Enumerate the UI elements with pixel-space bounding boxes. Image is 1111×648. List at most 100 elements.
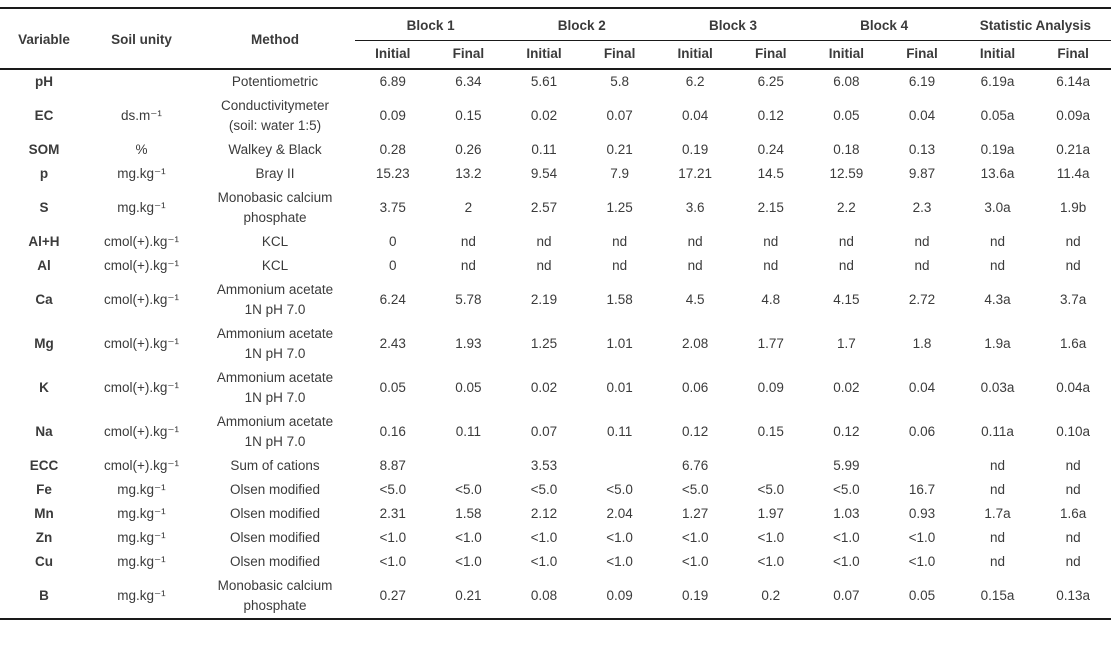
block1-initial-cell: <5.0: [379, 482, 407, 497]
block1-initial-cell: 0.09: [379, 108, 406, 123]
block1-initial-cell: 0.27: [379, 588, 406, 603]
statistic-initial-cell: 6.19a: [980, 74, 1015, 89]
block2-final-cell: 1.58: [606, 292, 633, 307]
statistic-initial-cell: nd: [990, 258, 1006, 273]
statistic-initial-cell: 0.11a: [981, 424, 1014, 439]
soil-unity-cell: cmol(+).kg⁻¹: [103, 424, 179, 439]
subheader-statistic-final: Final: [1035, 40, 1111, 70]
table-row: Zn mg.kg⁻¹ Olsen modified <1.0 <1.0 <1.0…: [0, 526, 1111, 550]
soil-unity-cell: cmol(+).kg⁻¹: [103, 336, 179, 351]
statistic-final-cell: 0.13a: [1056, 588, 1091, 603]
block4-final-cell: <1.0: [908, 554, 936, 569]
block2-final-cell: 1.01: [606, 336, 633, 351]
block1-final-cell: 1.93: [455, 336, 482, 351]
table-row: Mg cmol(+).kg⁻¹ Ammonium acetate 1N pH 7…: [0, 322, 1111, 366]
block3-final-cell: 1.97: [757, 506, 784, 521]
block2-final-cell: <1.0: [606, 554, 633, 569]
soil-unity-cell: mg.kg⁻¹: [117, 588, 166, 603]
block2-final-cell: 0.21: [606, 142, 633, 157]
block1-initial-cell: 0: [389, 258, 397, 273]
block4-final-cell: 0.06: [908, 424, 936, 439]
statistic-final-cell: 0.09a: [1056, 108, 1091, 123]
block4-initial-cell: 5.99: [833, 458, 860, 473]
statistic-initial-cell: 0.03a: [980, 380, 1015, 395]
method-cell: Olsen modified: [229, 554, 321, 569]
block3-initial-cell: 2.08: [682, 336, 709, 351]
block4-initial-cell: nd: [838, 258, 854, 273]
table-row: ECC cmol(+).kg⁻¹ Sum of cations 8.87 3.5…: [0, 454, 1111, 478]
table-row: EC ds.m⁻¹ Conductivitymeter (soil: water…: [0, 94, 1111, 138]
block4-final-cell: 0.04: [908, 380, 936, 395]
statistic-final-cell: nd: [1065, 554, 1081, 569]
variable-cell: K: [39, 380, 49, 395]
block1-final-cell: 0.26: [455, 142, 482, 157]
block1-final-cell: 13.2: [455, 166, 482, 181]
statistic-final-cell: nd: [1065, 482, 1081, 497]
table-row: Cu mg.kg⁻¹ Olsen modified <1.0 <1.0 <1.0…: [0, 550, 1111, 574]
block2-final-cell: 0.09: [606, 588, 633, 603]
table-row: B mg.kg⁻¹ Monobasic calcium phosphate 0.…: [0, 574, 1111, 619]
block4-initial-cell: 1.03: [833, 506, 860, 521]
block1-initial-cell: 3.75: [379, 200, 406, 215]
statistic-initial-cell: 0.15a: [980, 588, 1015, 603]
block2-final-cell: 0.07: [606, 108, 633, 123]
statistic-final-cell: 1.6a: [1060, 506, 1087, 521]
block3-initial-cell: nd: [687, 258, 703, 273]
soil-unity-cell: cmol(+).kg⁻¹: [103, 234, 179, 249]
block3-final-cell: 6.25: [757, 74, 784, 89]
block4-final-cell: 0.04: [908, 108, 936, 123]
block2-initial-cell: <5.0: [530, 482, 558, 497]
soil-unity-cell: cmol(+).kg⁻¹: [103, 258, 179, 273]
table-row: p mg.kg⁻¹ Bray II 15.23 13.2 9.54 7.9 17…: [0, 162, 1111, 186]
block4-initial-cell: 12.59: [829, 166, 864, 181]
method-cell: Ammonium acetate 1N pH 7.0: [216, 370, 334, 405]
block4-final-cell: 2.72: [908, 292, 936, 307]
block3-initial-cell: 0.04: [682, 108, 709, 123]
block4-initial-cell: 0.07: [833, 588, 860, 603]
block4-final-cell: nd: [914, 234, 930, 249]
block1-initial-cell: <1.0: [379, 530, 407, 545]
block2-initial-cell: 0.02: [530, 108, 558, 123]
statistic-final-cell: 1.9b: [1060, 200, 1087, 215]
block2-initial-cell: nd: [536, 234, 552, 249]
block1-final-cell: <1.0: [455, 530, 482, 545]
soil-unity-cell: mg.kg⁻¹: [117, 554, 166, 569]
block2-initial-cell: <1.0: [530, 530, 558, 545]
block4-final-cell: 16.7: [908, 482, 936, 497]
col-header-variable: Variable: [0, 8, 88, 70]
variable-cell: Mg: [34, 336, 54, 351]
variable-cell: B: [39, 588, 49, 603]
statistic-initial-cell: 0.19a: [980, 142, 1015, 157]
col-header-method: Method: [195, 8, 355, 70]
block2-initial-cell: 9.54: [530, 166, 558, 181]
block3-final-cell: 0.15: [757, 424, 784, 439]
method-cell: Bray II: [255, 166, 295, 181]
statistic-final-cell: 0.21a: [1056, 142, 1091, 157]
statistic-final-cell: 11.4a: [1056, 166, 1090, 181]
block4-initial-cell: 6.08: [833, 74, 860, 89]
statistic-initial-cell: nd: [990, 554, 1006, 569]
variable-cell: SOM: [28, 142, 60, 157]
block1-initial-cell: 8.87: [379, 458, 406, 473]
block4-final-cell: 2.3: [912, 200, 932, 215]
block1-final-cell: nd: [460, 258, 476, 273]
block2-final-cell: nd: [612, 258, 628, 273]
block1-initial-cell: 15.23: [375, 166, 410, 181]
statistic-final-cell: nd: [1065, 234, 1081, 249]
statistic-final-cell: 0.10a: [1056, 424, 1091, 439]
block2-final-cell: <1.0: [606, 530, 633, 545]
block1-initial-cell: 2.43: [379, 336, 406, 351]
statistic-initial-cell: 1.7a: [984, 506, 1011, 521]
block2-initial-cell: 1.25: [530, 336, 558, 351]
block4-final-cell: 0.13: [908, 142, 936, 157]
block3-final-cell: <5.0: [757, 482, 785, 497]
header-row-initial-final: Initial Final Initial Final Initial Fina…: [0, 40, 1111, 70]
block1-final-cell: 0.15: [455, 108, 482, 123]
statistic-initial-cell: 4.3a: [984, 292, 1011, 307]
block2-final-cell: 2.04: [606, 506, 633, 521]
subheader-block2-final: Final: [581, 40, 658, 70]
block3-initial-cell: 0.19: [682, 142, 709, 157]
block3-initial-cell: <1.0: [681, 554, 709, 569]
method-cell: KCL: [261, 234, 289, 249]
col-header-block-4: Block 4: [808, 8, 960, 41]
